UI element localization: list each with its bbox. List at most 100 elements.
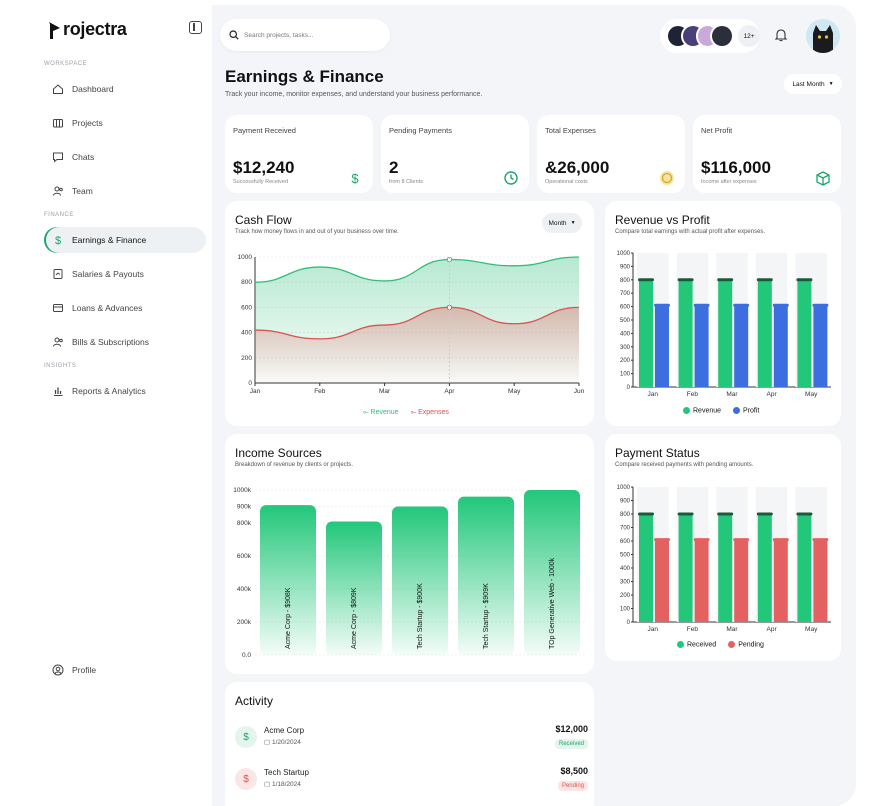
sidebar-item-label: Projects [72, 118, 103, 128]
avatar[interactable] [710, 24, 735, 48]
sidebar-item-salaries-payouts[interactable]: Salaries & Payouts [44, 261, 206, 287]
sidebar-collapse-icon[interactable] [189, 21, 202, 34]
bar-pending [655, 539, 669, 622]
sidebar-item-reports-analytics[interactable]: Reports & Analytics [44, 378, 206, 404]
bar-revenue [639, 279, 653, 387]
x-tick-label: May [508, 388, 521, 395]
bar-profit [694, 305, 709, 387]
activity-card: Activity $ Acme Corp ▢ 1/20/2024 $12,000… [225, 682, 594, 806]
x-tick-label: Mar [726, 391, 738, 398]
search-box[interactable] [220, 19, 390, 51]
cash-flow-card: Cash Flow Track how money flows in and o… [225, 201, 594, 426]
caret-down-icon: ▼ [570, 220, 576, 226]
sidebar-item-chats[interactable]: Chats [44, 144, 206, 170]
bar-chart-icon [52, 385, 64, 397]
activity-date-text: 1/20/2024 [271, 739, 301, 746]
legend-label: Received [687, 641, 717, 649]
bar-profit [655, 305, 669, 387]
top-bar: 12+ [220, 19, 844, 53]
stat-value: 2 [389, 158, 399, 177]
avatar-more-count[interactable]: 12+ [738, 25, 760, 47]
sidebar-item-bills-subscriptions[interactable]: Bills & Subscriptions [44, 329, 206, 355]
cash-flow-chart: 0 200 400 600 800 1000 Jan Feb Mar Apr May Jun [238, 254, 585, 395]
period-dropdown[interactable]: Month ▼ [542, 213, 582, 233]
bar-received [757, 514, 772, 622]
user-avatar[interactable] [806, 19, 840, 53]
bar-cap [756, 512, 773, 516]
legend-item-profit[interactable]: Profit [733, 407, 759, 414]
legend-item-expenses[interactable]: ⟜ Expenses [410, 409, 449, 416]
sidebar-item-team[interactable]: Team [44, 178, 206, 204]
sidebar-item-projects[interactable]: Projects [44, 110, 206, 136]
sidebar-item-label: Profile [72, 665, 97, 675]
x-tick-label: May [805, 626, 818, 633]
x-tick-label: Mar [726, 626, 738, 633]
status-badge: Received [554, 739, 588, 749]
card-subtitle: Compare total earnings with actual profi… [615, 229, 766, 235]
x-tick-label: Apr [444, 388, 455, 395]
sidebar-item-loans-advances[interactable]: Loans & Advances [44, 295, 206, 321]
team-avatars[interactable]: 12+ [660, 19, 760, 53]
y-tick-label: 400 [620, 566, 631, 572]
legend-item-pending[interactable]: Pending [728, 641, 764, 648]
search-input[interactable] [244, 31, 374, 39]
date-range-dropdown[interactable]: Last Month ▼ [784, 74, 842, 94]
y-tick-label: 200 [241, 355, 252, 362]
card-subtitle: Compare received payments with pending a… [615, 462, 754, 468]
sidebar-item-profile[interactable]: Profile [44, 657, 206, 683]
section-label-workspace: WORKSPACE [44, 61, 88, 67]
calendar-icon: ▢ [264, 739, 271, 746]
section-label-insights: INSIGHTS [44, 363, 77, 369]
sidebar-item-earnings-finance[interactable]: $ Earnings & Finance [44, 227, 206, 253]
y-tick-label: 300 [620, 345, 631, 351]
y-tick-label: 100 [620, 607, 631, 613]
sidebar-item-dashboard[interactable]: Dashboard [44, 76, 206, 102]
legend-item-received[interactable]: Received [677, 641, 716, 648]
x-tick-label: Jan [648, 391, 659, 398]
legend-label: Pending [738, 641, 764, 649]
income-bar [260, 505, 316, 655]
sidebar-item-label: Salaries & Payouts [72, 269, 144, 279]
activity-row[interactable]: $ Tech Startup ▢ 1/18/2024 $8,500 Pendin… [235, 764, 588, 800]
card-subtitle: Track how money flows in and out of your… [235, 229, 399, 235]
sidebar-item-label: Earnings & Finance [72, 235, 147, 245]
activity-row[interactable]: $ Acme Corp ▢ 1/20/2024 $12,000 Received [235, 722, 588, 758]
bar-pending [813, 539, 828, 622]
legend-item-revenue[interactable]: ⟜ Revenue [363, 409, 399, 416]
stat-value: $116,000 [701, 158, 771, 177]
legend-label: Revenue [693, 407, 722, 415]
svg-text:$: $ [351, 171, 359, 186]
y-tick-label: 800k [237, 520, 252, 527]
sidebar: rojectra WORKSPACE FINANCE INSIGHTS Dash… [30, 5, 212, 806]
y-tick-label: 200 [620, 593, 631, 599]
y-tick-label: 600k [237, 553, 252, 560]
cash-flow-legend: ⟜ Revenue ⟜ Expenses [363, 409, 449, 417]
revenue-profit-legend: Revenue Profit [683, 407, 759, 414]
bar-pending [773, 539, 788, 622]
bell-icon[interactable] [774, 28, 788, 42]
legend-label: Expenses [418, 409, 449, 416]
stat-value: &26,000 [545, 158, 610, 177]
search-icon [229, 30, 239, 40]
bar-cap [733, 303, 750, 307]
x-tick-label: Feb [687, 626, 699, 633]
x-tick-label: Jan [648, 626, 659, 633]
bar-cap [654, 303, 670, 307]
app-logo[interactable]: rojectra [48, 19, 127, 40]
bar-pending [734, 539, 749, 622]
x-tick-label: Jun [574, 388, 585, 395]
stat-sub: from 8 Clients [389, 179, 423, 185]
bar-revenue [757, 279, 772, 387]
bar-label: Acme Corp - $809K [351, 587, 358, 649]
activity-date: ▢ 1/18/2024 [264, 780, 301, 788]
bar-label: Tech Startup - $909K [483, 583, 490, 649]
app-name: rojectra [63, 19, 127, 39]
activity-name: Acme Corp [264, 726, 305, 735]
y-tick-label: 200 [620, 358, 631, 364]
bar-cap [654, 538, 670, 542]
folder-icon [52, 117, 64, 129]
y-tick-label: 100 [620, 372, 631, 378]
legend-item-revenue[interactable]: Revenue [683, 407, 721, 414]
stat-label: Total Expenses [545, 126, 596, 135]
stat-card-net-profit: Net Profit $116,000 Income after expense… [693, 115, 841, 193]
